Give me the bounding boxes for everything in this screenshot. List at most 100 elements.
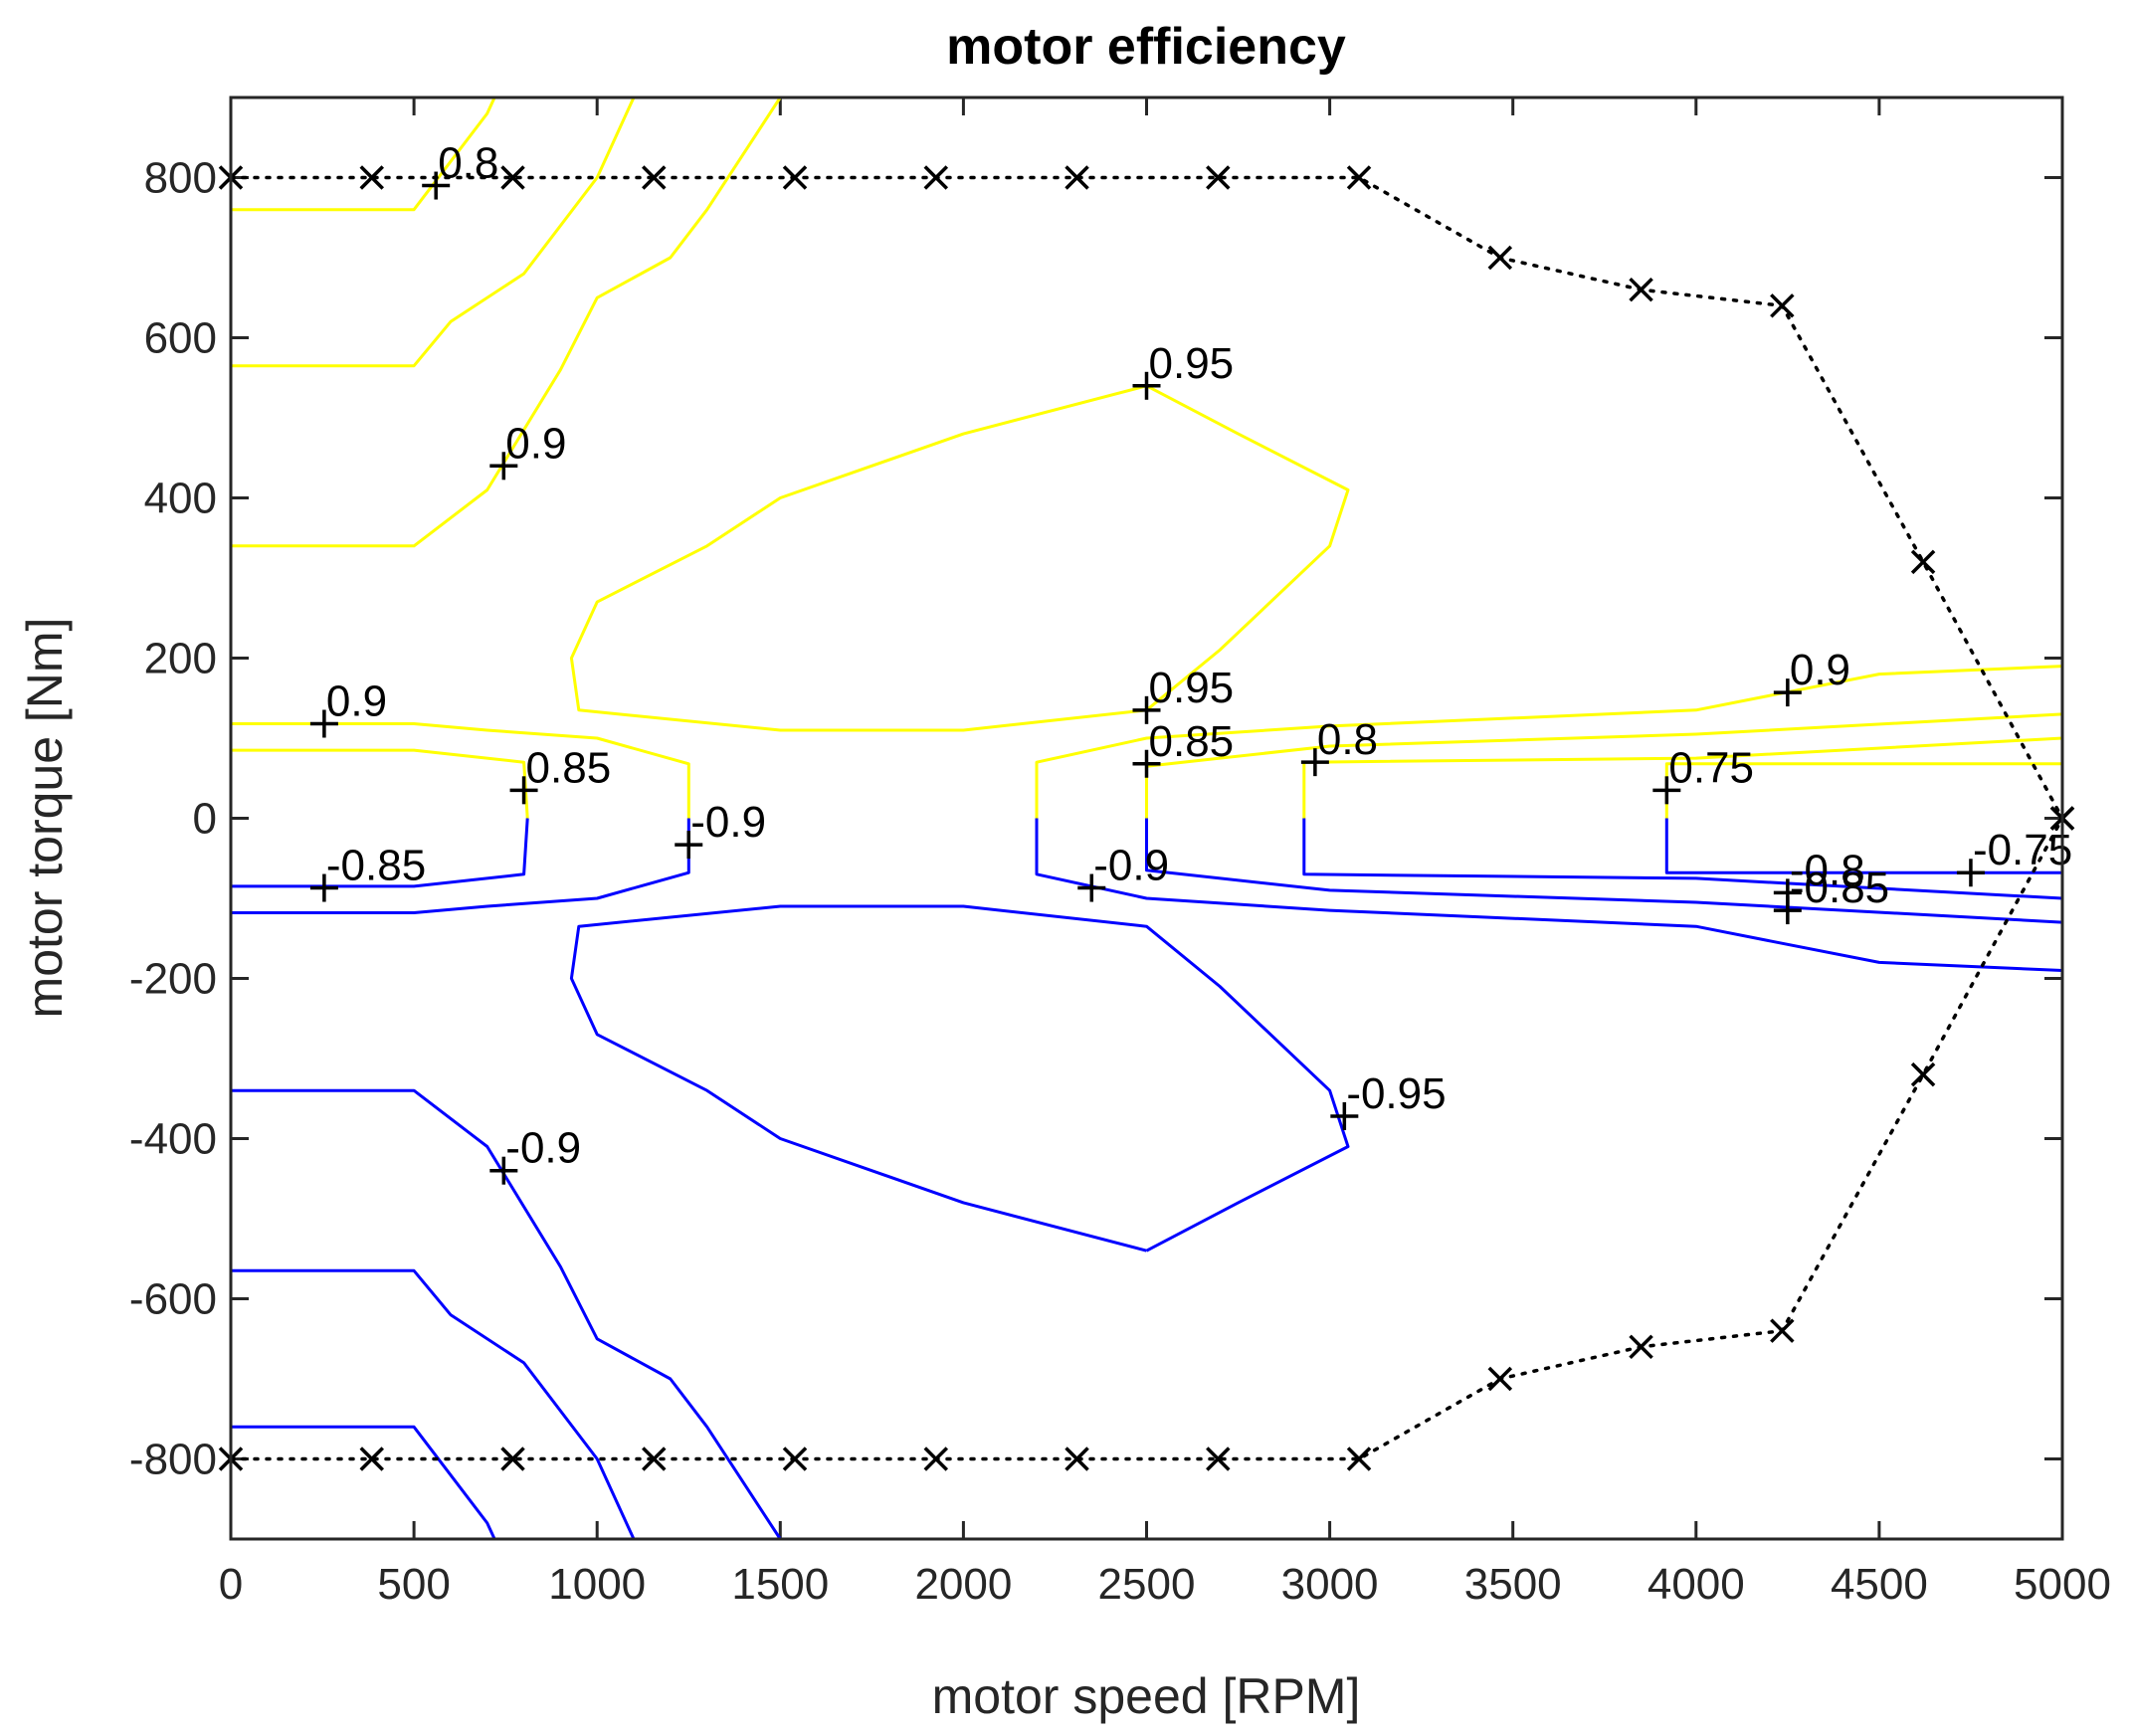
contour-line-negative [231,1425,496,1540]
contour-line-positive [569,384,1350,732]
contour-label-marker [422,171,451,200]
contour-label-marker [1652,776,1681,805]
contour-line-positive [1145,712,2063,819]
limit-point-marker [500,1447,525,1471]
y-tick-label: 0 [193,795,217,844]
contour-label: 0.75 [1668,743,1754,792]
contour-line-negative [231,1088,782,1540]
limit-point-marker [923,165,949,190]
y-tick-label: -800 [129,1436,217,1484]
limit-point-marker [1487,1366,1513,1392]
contour-line-positive [231,96,636,368]
contour-label: 0.8 [438,139,498,188]
contour-label: 0.85 [526,743,612,792]
x-tick-label: 3500 [1464,1560,1562,1609]
limit-point-marker [1629,277,1653,302]
x-axis-label: motor speed [RPM] [932,1668,1361,1724]
contour-line-negative [1035,818,2063,972]
contour-label: -0.9 [1093,842,1169,890]
y-tick-label: -400 [129,1115,217,1164]
limit-point-marker [359,165,384,190]
y-axis: -800 -600 -400 -200 0 200 400 600 800 [129,154,2062,1484]
y-tick-label: 400 [144,475,217,523]
contour-label-marker [509,776,538,805]
contour-label: -0.85 [1790,864,1889,912]
contour-line-negative [1145,818,2063,924]
contour-label-marker [1956,859,1985,887]
y-tick-label: -600 [129,1275,217,1324]
x-tick-label: 1500 [731,1560,829,1609]
contour-line-positive [1035,665,2063,819]
contour-label: 0.85 [1149,717,1235,766]
limit-point-marker [1910,549,1936,575]
limit-point-marker [1065,1447,1089,1471]
contour-label: 0.95 [1149,339,1235,388]
contour-label-marker [309,709,338,738]
y-axis-label: motor torque [Nm] [17,618,73,1019]
limit-point-marker [782,165,808,190]
limit-point-marker [1206,1447,1231,1471]
contour-line-negative [569,904,1350,1253]
contour-label: -0.9 [690,798,766,847]
contour-label-marker [1132,695,1161,724]
contour-label: -0.8 [1790,846,1865,894]
limit-point-marker [923,1447,949,1471]
x-tick-label: 4000 [1647,1560,1745,1609]
contour-line-positive [231,96,782,548]
contour-label: 0.8 [1317,715,1378,764]
y-tick-label: 800 [144,154,217,203]
limit-point-marker [1770,1318,1795,1343]
contour-labels: 0.8 0.9 0.95 0.9 0.85 -0.85 -0.9 0.95 0.85 -0.9 0.… [309,139,2072,1185]
contour-label-marker [1773,896,1802,925]
chart-title: motor efficiency [946,18,1346,76]
contour-label-marker [489,1156,518,1185]
contour-label-marker [489,452,518,481]
contour-label: 0.9 [326,677,387,726]
limit-point-marker [1206,165,1231,190]
contour-label: -0.95 [1346,1069,1446,1118]
contour-label-marker [1077,873,1106,902]
max-torque-curve [229,175,2064,821]
limit-point-marker [1487,245,1513,271]
torque-limit-curves [218,165,2075,1471]
contour-label-marker [309,873,338,902]
contour-label-marker [1132,749,1161,778]
x-tick-label: 2000 [914,1560,1012,1609]
contour-label: 0.95 [1149,664,1235,712]
x-tick-label: 1000 [548,1560,646,1609]
contour-label: -0.9 [505,1124,581,1173]
limit-point-marker [500,165,525,190]
x-axis: 0 500 1000 1500 2000 2500 3000 3500 4000 4500 5000 [219,97,2111,1609]
limit-point-marker [1629,1334,1653,1360]
contour-line-positive [231,96,496,212]
contour-label: 0.9 [505,419,566,468]
contour-label-marker [675,831,703,860]
limit-point-marker [1346,1447,1372,1471]
contour-line-positive [231,722,690,819]
x-tick-label: 500 [377,1560,450,1609]
limit-point-marker [1346,165,1372,190]
x-tick-label: 5000 [2014,1560,2111,1609]
contour-label: 0.9 [1790,646,1850,694]
x-tick-label: 0 [219,1560,243,1609]
limit-point-marker [642,165,667,190]
contour-line-positive [1302,736,2063,819]
contour-label: -0.75 [1973,826,2072,874]
contour-label-marker [1300,748,1329,777]
contour-line-negative [1302,818,2063,900]
limit-point-marker [1065,165,1089,190]
y-tick-label: 200 [144,635,217,683]
limit-point-marker [1770,293,1795,318]
y-tick-label: -200 [129,955,217,1004]
x-tick-label: 3000 [1281,1560,1379,1609]
contour-label-marker [1132,371,1161,400]
contour-line-negative [1664,818,2062,874]
limit-point-marker [782,1447,808,1471]
x-tick-label: 2500 [1098,1560,1196,1609]
contour-label-marker [1773,678,1802,707]
min-torque-curve [229,816,2064,1461]
y-tick-label: 600 [144,314,217,363]
contour-line-negative [231,818,690,914]
contour-label: -0.85 [326,842,426,890]
